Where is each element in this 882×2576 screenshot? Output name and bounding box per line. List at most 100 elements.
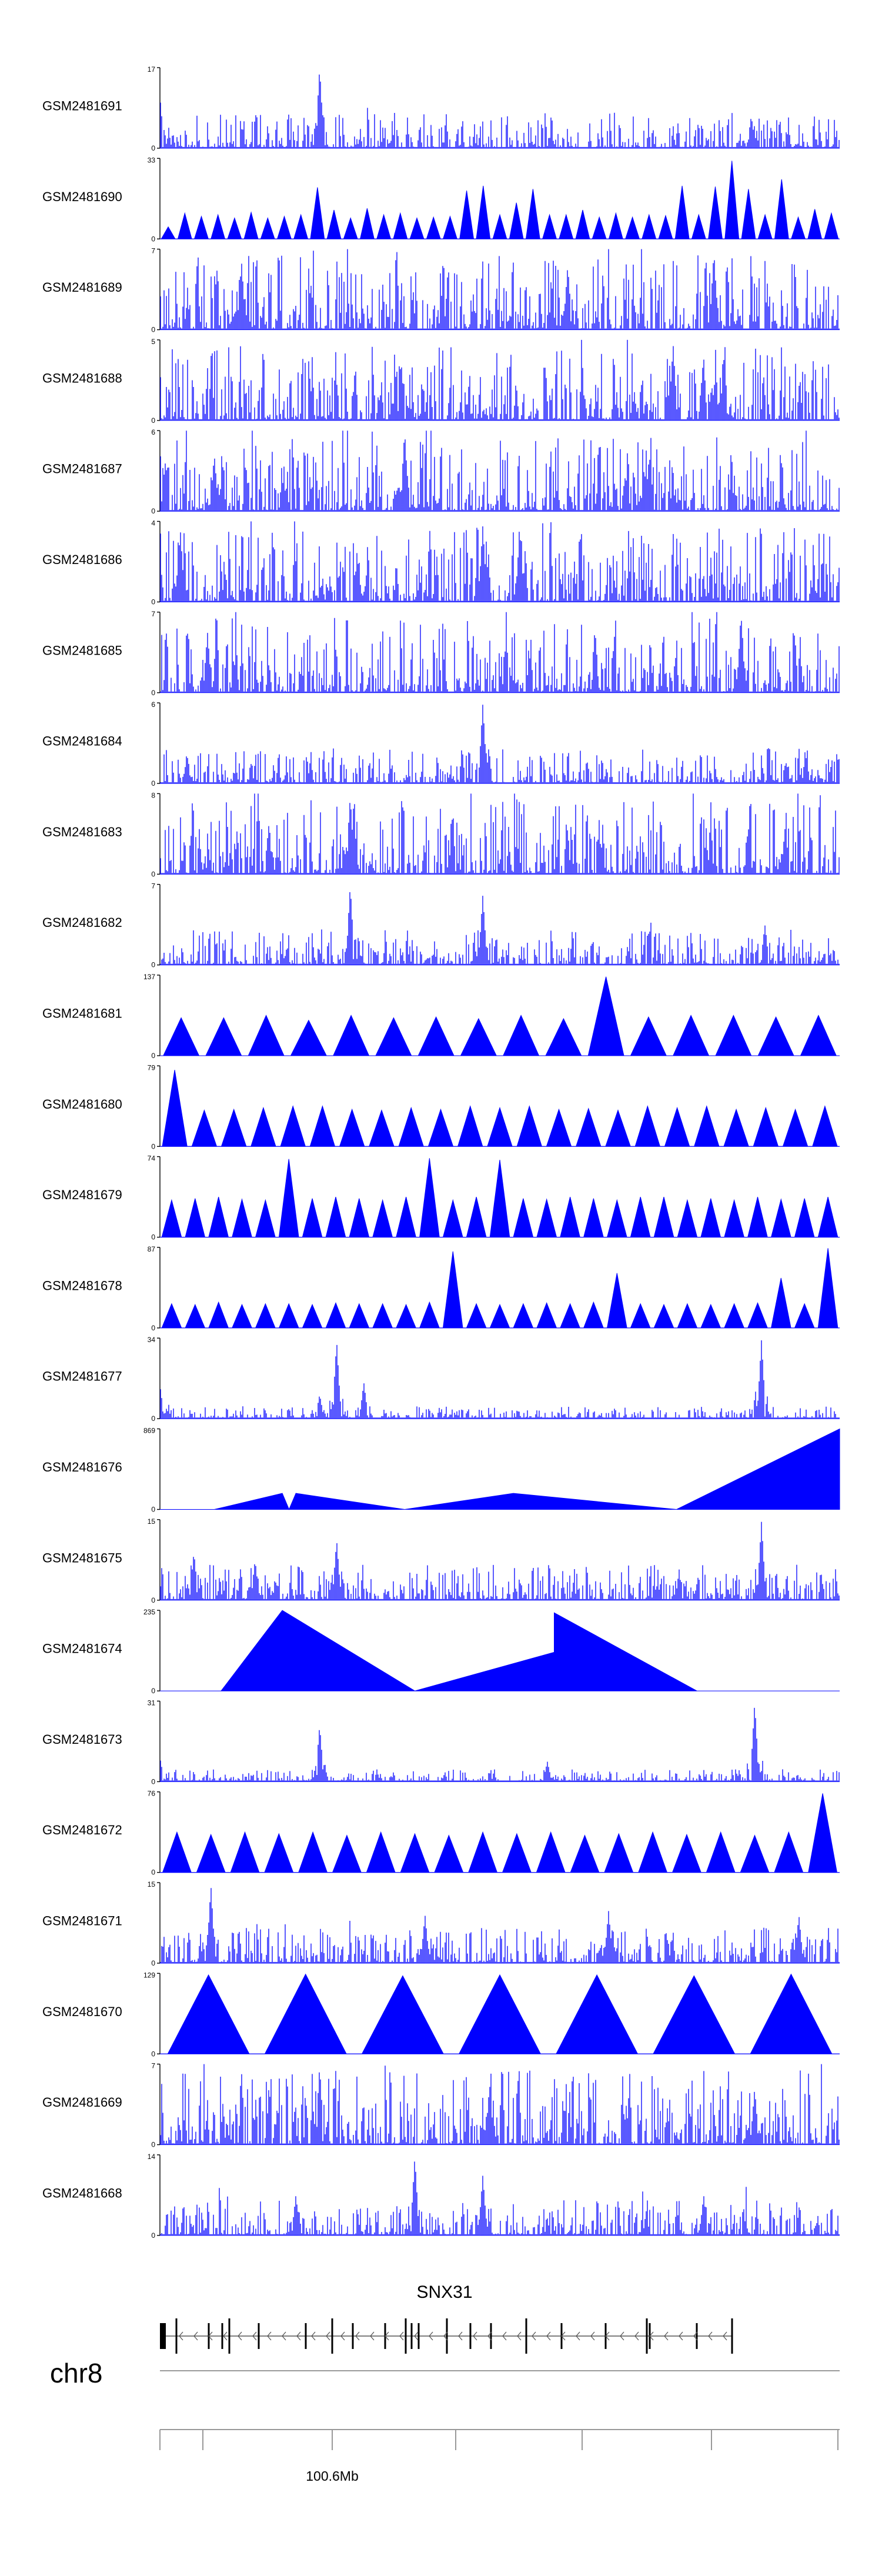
track-y-zero-label: 0 [151, 1687, 155, 1695]
track-y-max-label: 7 [151, 247, 155, 255]
gene-exon-utr [160, 2323, 166, 2349]
track-GSM2481684: GSM2481684 6 0 [42, 700, 840, 788]
track-signal-area [160, 161, 840, 239]
track-label: GSM2481688 [42, 371, 122, 385]
track-label: GSM2481687 [42, 462, 122, 476]
track-signal-bars [160, 612, 840, 693]
track-y-max-label: 869 [143, 1427, 155, 1435]
gene-strand-arrow [326, 2331, 330, 2341]
gene-strand-arrow [664, 2331, 669, 2341]
chromosome-label: chr8 [50, 2358, 102, 2388]
track-y-zero-label: 0 [151, 1777, 155, 1786]
track-label: GSM2481683 [42, 825, 122, 839]
track-label: GSM2481672 [42, 1823, 122, 1837]
track-label: GSM2481678 [42, 1278, 122, 1293]
track-y-zero-label: 0 [151, 1414, 155, 1423]
track-y-zero-label: 0 [151, 1506, 155, 1514]
gene-strand-arrow [473, 2331, 477, 2341]
track-signal-bars [160, 705, 840, 784]
track-y-zero-label: 0 [151, 326, 155, 334]
track-y-max-label: 15 [148, 1517, 156, 1526]
track-signal-area [160, 1248, 840, 1329]
track-y-max-label: 15 [148, 1880, 156, 1888]
track-y-max-label: 76 [148, 1790, 156, 1798]
gene-strand-arrow [634, 2331, 639, 2341]
coordinate-tick-label: 100.6Mb [306, 2468, 359, 2484]
track-signal-area [220, 1610, 697, 1691]
track-GSM2481685: GSM2481685 7 0 [42, 610, 840, 697]
track-y-max-label: 74 [148, 1154, 156, 1163]
coordinate-axis-ticks [159, 2430, 838, 2450]
track-y-zero-label: 0 [151, 779, 155, 788]
track-y-zero-label: 0 [151, 961, 155, 969]
gene-strand-arrow [282, 2331, 286, 2341]
track-y-zero-label: 0 [151, 1324, 155, 1332]
track-GSM2481688: GSM2481688 5 0 [42, 338, 840, 425]
track-y-max-label: 235 [143, 1608, 155, 1616]
track-GSM2481677: GSM2481677 34 0 [42, 1336, 840, 1423]
chromosome-ideogram: chr8 [50, 2358, 840, 2388]
track-label: GSM2481670 [42, 2004, 122, 2019]
track-signal-bars [160, 249, 840, 330]
track-GSM2481691: GSM2481691 17 0 [42, 65, 840, 152]
track-signal-bars [160, 793, 840, 875]
track-label: GSM2481684 [42, 734, 122, 749]
gene-strand-arrow [340, 2331, 345, 2341]
track-y-max-label: 87 [148, 1245, 156, 1253]
track-y-zero-label: 0 [151, 1959, 155, 1967]
signal-tracks: GSM2481691170GSM2481690330GSM248168970GS… [42, 65, 840, 2240]
track-label: GSM2481686 [42, 552, 122, 567]
track-y-zero-label: 0 [151, 1233, 155, 1242]
gene-track: SNX31 [160, 2283, 733, 2354]
gene-strand-arrow [267, 2331, 272, 2341]
gene-strand-arrow [238, 2331, 242, 2341]
track-signal-bars [160, 1340, 840, 1419]
track-signal-bars [160, 1521, 840, 1600]
track-GSM2481681: GSM2481681 137 0 [42, 973, 840, 1060]
track-y-max-label: 7 [151, 2062, 155, 2070]
track-GSM2481676: GSM2481676 869 0 [42, 1427, 840, 1514]
track-label: GSM2481677 [42, 1369, 122, 1384]
gene-strand-arrow [223, 2331, 228, 2341]
gene-strand-arrow [208, 2331, 213, 2341]
track-y-zero-label: 0 [151, 507, 155, 515]
track-GSM2481679: GSM2481679 74 0 [42, 1154, 840, 1242]
track-y-zero-label: 0 [151, 235, 155, 243]
track-y-zero-label: 0 [151, 1868, 155, 1877]
gene-strand-arrow [546, 2331, 551, 2341]
gene-strand-arrow [399, 2331, 404, 2341]
gene-strand-arrow [590, 2331, 595, 2341]
track-y-zero-label: 0 [151, 1596, 155, 1604]
track-signal-area [214, 1428, 840, 1510]
gene-strand-arrow [179, 2331, 183, 2341]
track-signal-bars [160, 892, 840, 965]
track-signal-bars [160, 2064, 840, 2145]
track-signal-area [160, 1158, 840, 1238]
track-signal-bars [160, 1888, 840, 1963]
track-y-max-label: 33 [148, 156, 156, 164]
track-GSM2481687: GSM2481687 6 0 [42, 428, 840, 515]
track-label: GSM2481685 [42, 643, 122, 658]
track-y-zero-label: 0 [151, 2141, 155, 2149]
track-y-zero-label: 0 [151, 689, 155, 697]
gene-strand-arrow [708, 2331, 713, 2341]
track-signal-bars [160, 1707, 840, 1782]
track-GSM2481680: GSM2481680 79 0 [42, 1063, 840, 1150]
track-y-max-label: 6 [151, 428, 155, 436]
gene-strand-arrow [429, 2331, 433, 2341]
track-label: GSM2481680 [42, 1097, 122, 1112]
gene-strand-arrow [517, 2331, 522, 2341]
track-GSM2481686: GSM2481686 4 0 [42, 519, 840, 606]
track-GSM2481670: GSM2481670 129 0 [42, 1971, 840, 2058]
track-y-zero-label: 0 [151, 598, 155, 606]
track-GSM2481674: GSM2481674 235 0 [42, 1608, 840, 1695]
gene-strand-arrow [649, 2331, 654, 2341]
track-signal-area [160, 1793, 840, 1873]
track-y-max-label: 79 [148, 1063, 156, 1072]
gene-strand-arrow [443, 2331, 448, 2341]
gene-label-snx31: SNX31 [416, 2283, 472, 2302]
track-y-max-label: 129 [143, 1971, 155, 1979]
track-label: GSM2481681 [42, 1006, 122, 1021]
gene-strand-arrow [620, 2331, 624, 2341]
